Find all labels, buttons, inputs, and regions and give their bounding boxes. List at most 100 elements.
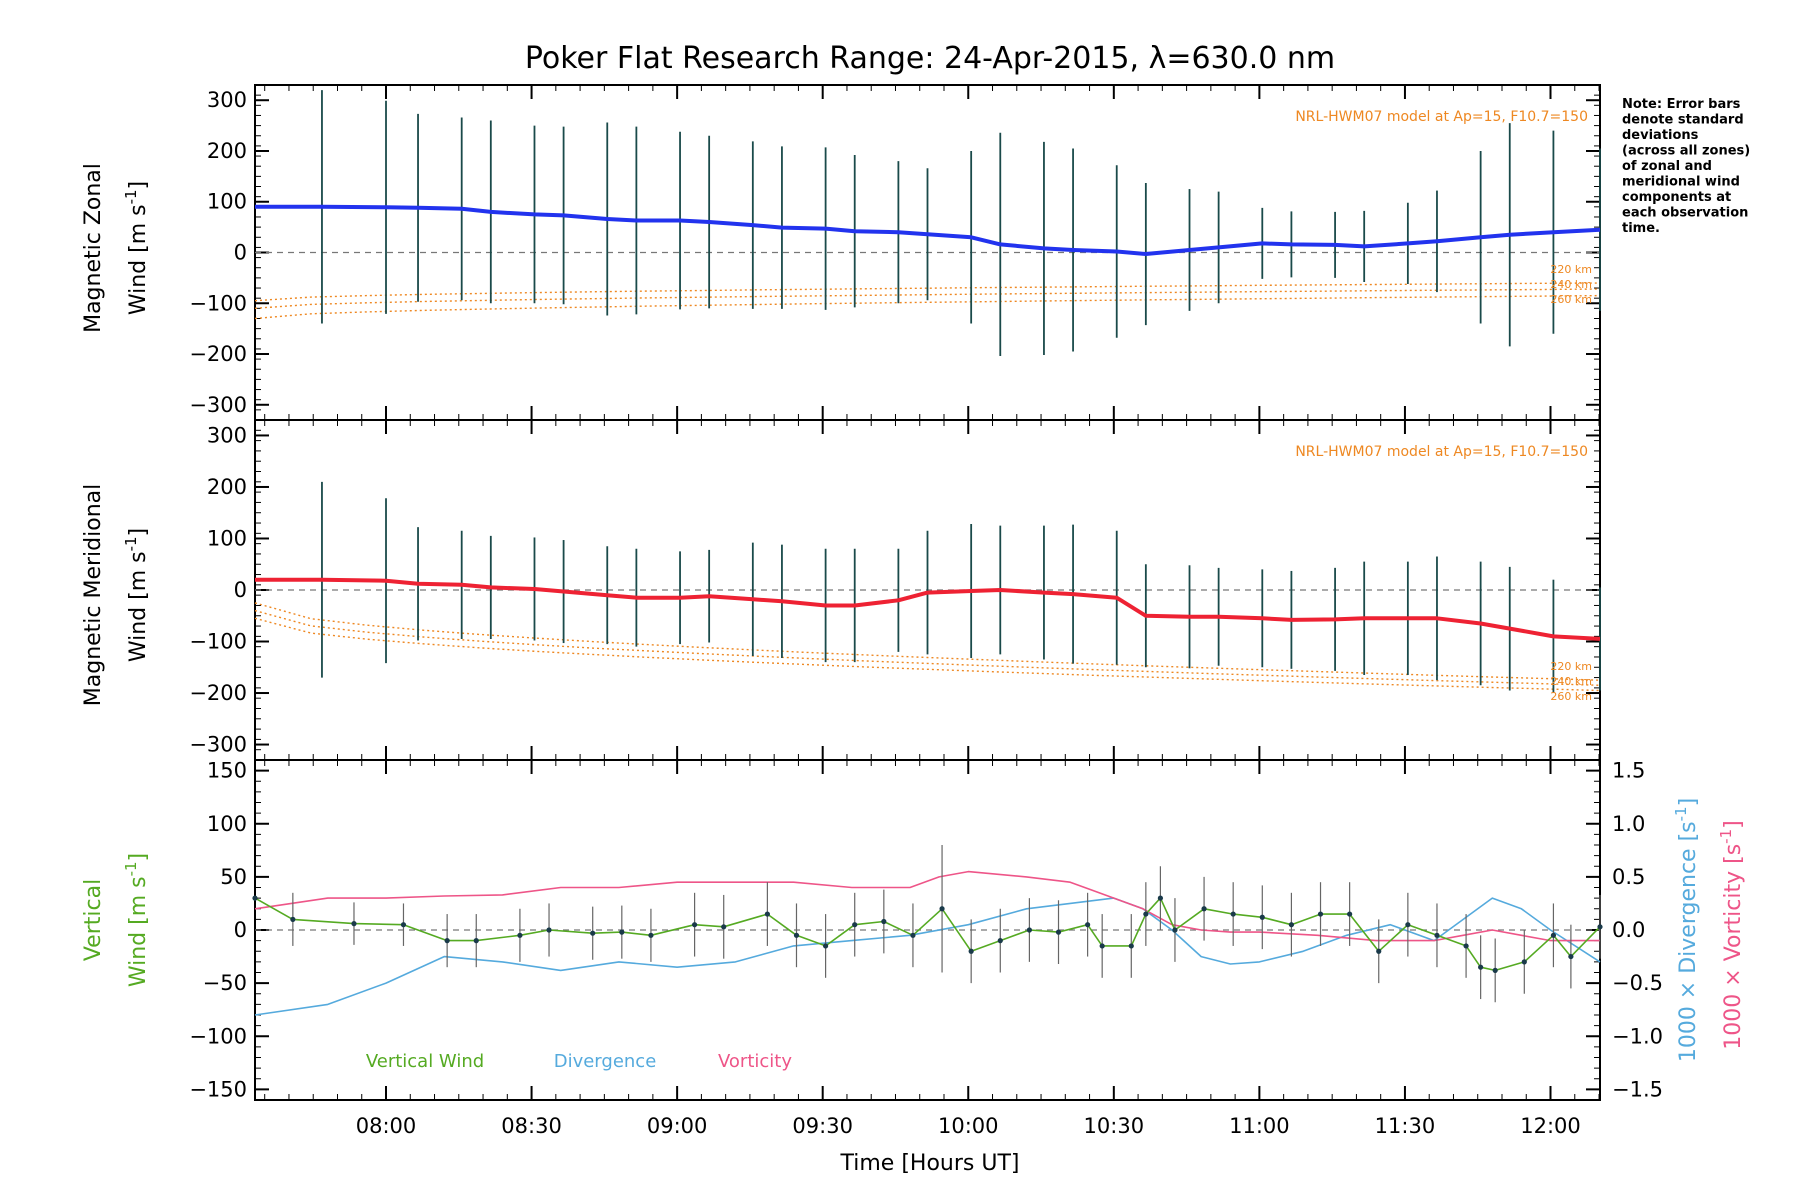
x-tick-label: 11:30: [1375, 1114, 1436, 1138]
vertical-wind-point: [1099, 943, 1105, 949]
meridional-ytick-label: −200: [189, 681, 247, 705]
vertical-wind-point: [546, 927, 552, 933]
vertical-wind-point: [1492, 967, 1498, 973]
vertical-right-tick-label: −1.5: [1612, 1077, 1663, 1101]
x-tick-label: 11:00: [1229, 1114, 1290, 1138]
vertical-right-tick-label: 1.0: [1612, 812, 1645, 836]
vertical-wind-point: [1288, 922, 1295, 928]
vertical-wind-point: [1568, 953, 1574, 960]
vertical-wind-point: [939, 906, 945, 912]
meridional-altitude-label: 260 km: [1550, 690, 1592, 703]
meridional-model-curve: [254, 609, 1601, 686]
vertical-right-tick-label: 1.5: [1612, 759, 1645, 783]
meridional-ylabel-main: Wind [m s: [126, 551, 151, 662]
vertical-wind-point: [1143, 911, 1149, 917]
vertical-wind-point: [691, 922, 698, 928]
meridional-ytick-label: 300: [207, 423, 247, 447]
zonal-ylabel-main: Wind [m s: [126, 204, 151, 315]
vertical-right-tick-label: −0.5: [1612, 971, 1663, 995]
zonal-ylabel-2: Wind [m s-1]: [122, 181, 151, 315]
vertical-ylabel-main: Wind [m s: [126, 876, 151, 987]
legend-vertical-wind: Vertical Wind: [366, 1051, 484, 1072]
divergence-label-end: ]: [1676, 798, 1701, 807]
vertical-wind-point: [1172, 927, 1178, 933]
vertical-wind-point: [400, 922, 407, 928]
vertical-wind-point: [290, 916, 296, 922]
zonal-model-curve: [254, 294, 1601, 320]
meridional-model-label: NRL-HWM07 model at Ap=15, F10.7=150: [1295, 444, 1588, 460]
note-line: of zonal and: [1622, 159, 1712, 174]
zonal-model-curve: [254, 288, 1601, 309]
vertical-wind-point: [648, 932, 654, 938]
vertical-ylabel-sup: -1: [122, 861, 140, 876]
vertical-ytick-label: 100: [207, 812, 247, 836]
zonal-altitude-label: 240 km: [1550, 278, 1592, 291]
vertical-wind-point: [1085, 922, 1091, 928]
note-line: components at: [1622, 190, 1731, 205]
x-tick-labels: 08:00 08:30 09:00 09:30 10:00 10:30 11:00 11:30…: [356, 1114, 1581, 1138]
x-tick-label: 12:00: [1520, 1114, 1581, 1138]
zonal-ytick-label: −300: [189, 393, 247, 417]
vertical-wind-point: [1055, 929, 1062, 935]
note-line: each observation: [1622, 206, 1748, 221]
vertical-wind-point: [1550, 932, 1557, 938]
vertical-wind-point: [1597, 924, 1603, 930]
meridional-ytick-label: 0: [234, 578, 247, 602]
x-tick-label: 09:00: [647, 1114, 708, 1138]
vertical-wind-point: [1521, 959, 1527, 965]
zonal-altitude-label: 220 km: [1550, 263, 1592, 276]
vertical-wind-point: [590, 930, 596, 936]
vorticity-label-end: ]: [1721, 820, 1746, 829]
zonal-model-label: NRL-HWM07 model at Ap=15, F10.7=150: [1295, 109, 1588, 125]
meridional-ytick-label: 100: [207, 526, 247, 550]
zonal-ytick-label: 300: [207, 88, 247, 112]
note-line: denote standard: [1622, 113, 1744, 128]
meridional-panel: 300 200 100 0 −100 −200 −300 NRL-HWM07 model at…: [189, 419, 1601, 761]
note-line: meridional wind: [1622, 175, 1740, 190]
legend-divergence: Divergence: [554, 1051, 657, 1072]
vertical-wind-point: [444, 938, 450, 944]
vertical-wind-point: [517, 932, 523, 938]
vertical-wind-point: [1317, 911, 1324, 917]
vertical-wind-point: [1478, 964, 1484, 970]
vertical-wind-point: [351, 921, 357, 927]
vertical-wind-point: [1201, 906, 1207, 912]
vorticity-right-label: 1000 × Vorticity [s-1]: [1717, 820, 1746, 1049]
zonal-ylabel-1: Magnetic Zonal: [81, 163, 106, 333]
vertical-wind-line: [254, 897, 1601, 972]
vertical-ytick-label: 150: [207, 759, 247, 783]
zonal-ytick-label: −100: [189, 291, 247, 315]
vertical-wind-point: [1157, 895, 1164, 901]
vertical-ylabel-1: Vertical: [81, 879, 106, 961]
x-tick-label: 10:00: [938, 1114, 999, 1138]
zonal-ytick-label: −200: [189, 342, 247, 366]
x-axis-label: Time [Hours UT]: [840, 1151, 1020, 1176]
meridional-ylabel-end: ]: [126, 528, 151, 537]
meridional-ytick-label: −300: [189, 733, 247, 757]
vertical-wind-point: [1259, 914, 1265, 920]
vertical-wind-point: [473, 938, 479, 944]
vertical-ytick-label: 50: [220, 865, 247, 889]
meridional-ylabel-2: Wind [m s-1]: [122, 528, 151, 662]
vertical-right-tick-label: −1.0: [1612, 1024, 1663, 1048]
zonal-panel: 300 200 100 0 −100 −200 −300 NRL-HWM07 model at…: [189, 84, 1601, 421]
x-tick-label: 08:00: [356, 1114, 417, 1138]
vertical-wind-point: [910, 932, 916, 938]
divergence-line: [254, 897, 1601, 1016]
zonal-model-curve: [254, 282, 1601, 302]
meridional-ylabel-1: Magnetic Meridional: [81, 484, 106, 706]
legend-vorticity: Vorticity: [718, 1051, 792, 1072]
note-line: (across all zones): [1622, 144, 1750, 159]
zonal-ylabel-sup: -1: [122, 189, 140, 204]
vertical-wind-point: [1376, 948, 1382, 954]
vertical-right-tick-label: 0.0: [1612, 918, 1645, 942]
vertical-wind-point: [1405, 922, 1411, 928]
vertical-wind-point: [1463, 943, 1469, 949]
meridional-model-curve: [254, 617, 1601, 692]
vertical-wind-point: [793, 932, 800, 938]
vertical-wind-point: [1128, 943, 1134, 949]
note-line: deviations: [1622, 128, 1699, 143]
vertical-wind-point: [1347, 911, 1353, 917]
zonal-ytick-label: 200: [207, 139, 247, 163]
